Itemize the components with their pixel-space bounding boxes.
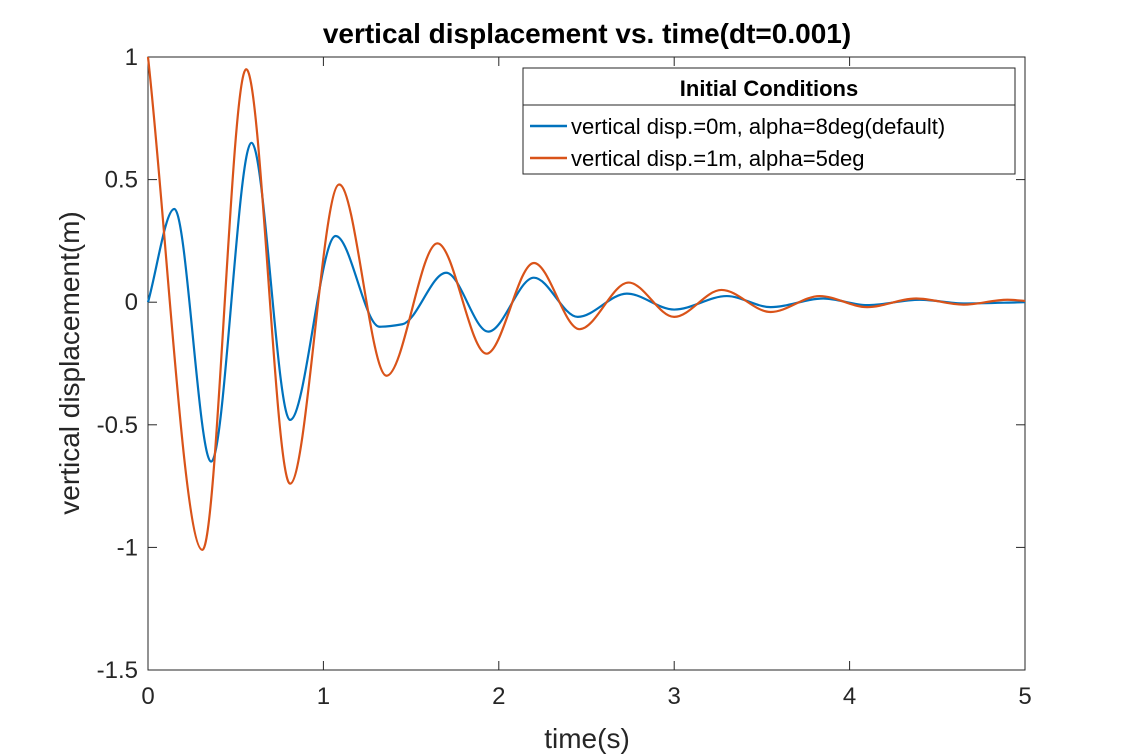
chart-title: vertical displacement vs. time(dt=0.001) (323, 18, 851, 49)
x-tick-label: 3 (668, 683, 681, 710)
series-line-2 (146, 56, 1026, 551)
y-tick-label: 0.5 (105, 167, 138, 194)
x-tick-label: 2 (492, 683, 505, 710)
y-tick-label: -1 (117, 534, 138, 561)
y-axis: -1.5 -1 -0.5 0 0.5 1 (97, 44, 1025, 684)
legend-entries: vertical disp.=0m, alpha=8deg(default) ve… (530, 114, 945, 171)
x-axis-label: time(s) (544, 723, 630, 754)
legend-box (522, 67, 1016, 175)
x-tick-label: 0 (141, 683, 154, 710)
x-tick-label: 4 (843, 683, 856, 710)
series-layer (146, 56, 1026, 551)
legend-label-2: vertical disp.=1m, alpha=5deg (571, 146, 865, 171)
y-tick-label: -1.5 (97, 657, 138, 684)
legend: Initial Conditions vertical disp.=0m, al… (522, 67, 1016, 175)
x-tick-label: 1 (317, 683, 330, 710)
legend-label-1: vertical disp.=0m, alpha=8deg(default) (571, 114, 945, 139)
legend-title: Initial Conditions (680, 76, 858, 101)
y-tick-label: -0.5 (97, 412, 138, 439)
y-tick-label: 1 (125, 44, 138, 71)
series-line-1 (146, 141, 1026, 463)
y-tick-label: 0 (125, 289, 138, 316)
x-tick-label: 5 (1018, 683, 1031, 710)
y-axis-label: vertical displacement(m) (54, 211, 85, 514)
x-axis: 0 1 2 3 4 5 (141, 57, 1032, 710)
